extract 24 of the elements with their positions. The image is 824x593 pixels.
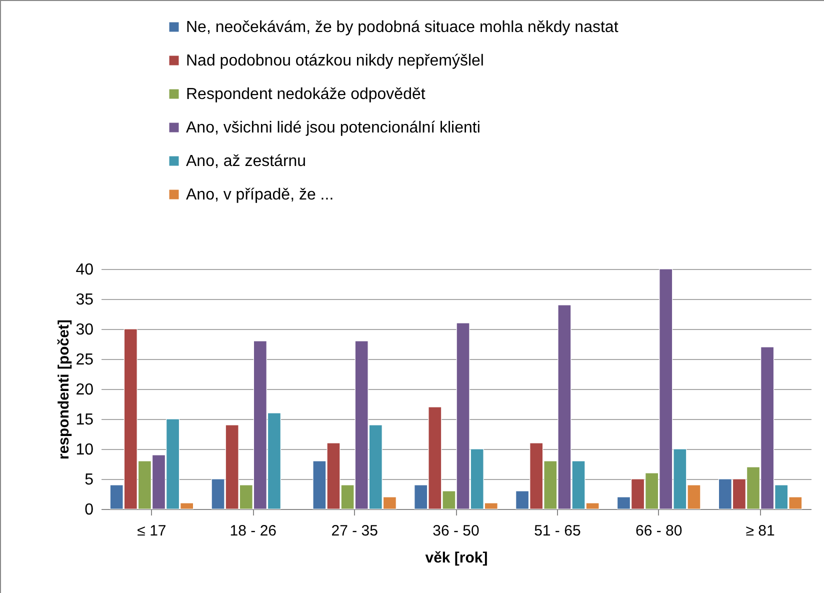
- x-tick-label: 51 - 65: [534, 522, 581, 540]
- x-tick-label: 18 - 26: [230, 522, 276, 540]
- x-tick-label: ≤ 17: [137, 522, 166, 540]
- y-tick-label: 20: [76, 382, 94, 398]
- legend-label: Ano, až zestárnu: [186, 153, 306, 170]
- legend-label: Respondent nedokáže odpovědět: [186, 86, 426, 103]
- legend-label: Ne, neočekávám, že by podobná situace mohla někdy nastat: [186, 19, 619, 36]
- x-tick-label: ≥ 81: [746, 522, 775, 540]
- y-tick-label: 15: [76, 412, 94, 428]
- y-tick-label: 10: [76, 442, 94, 458]
- x-tick-label: 36 - 50: [432, 522, 480, 540]
- x-axis-title: věk [rok]: [425, 550, 488, 566]
- y-tick-label: 40: [76, 262, 94, 278]
- y-tick-label: 25: [76, 352, 94, 368]
- x-tick-label: 66 - 80: [636, 522, 682, 540]
- legend-label: Ano, v případě, že ...: [186, 186, 334, 204]
- y-tick-label: 35: [76, 292, 94, 308]
- y-tick-label: 30: [76, 322, 94, 338]
- y-tick-label: 0: [84, 502, 94, 518]
- legend-label: Ano, všichni lidé jsou potencionální klienti: [186, 120, 480, 136]
- y-axis-title: respondenti [počet]: [56, 319, 73, 460]
- legend-label: Nad podobnou otázkou nikdy nepřemýšlel: [186, 52, 484, 70]
- y-tick-label: 5: [84, 472, 94, 488]
- x-tick-label: 27 - 35: [331, 522, 378, 540]
